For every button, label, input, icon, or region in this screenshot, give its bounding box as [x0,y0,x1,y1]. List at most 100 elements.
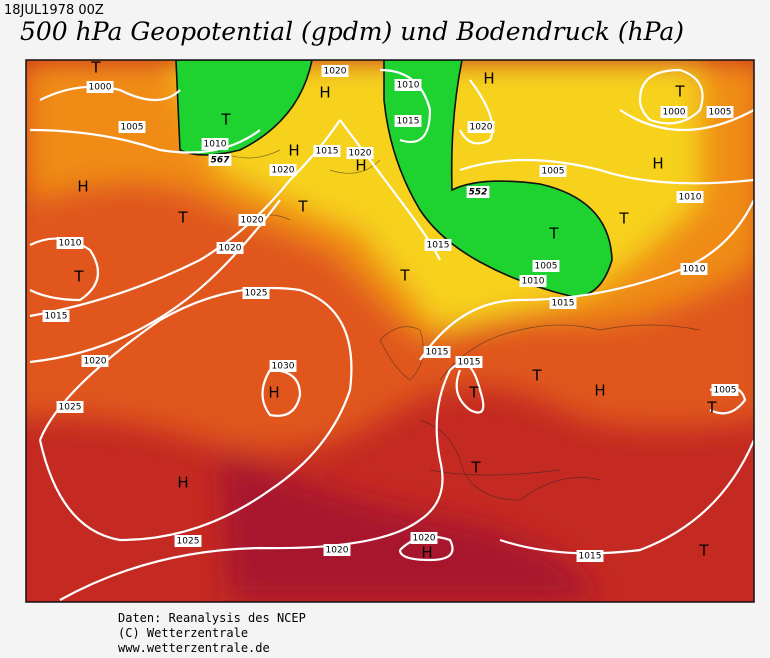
pressure-center: T [548,225,559,243]
label-box [242,287,270,299]
label-box [269,164,297,176]
geopotential-label: 567 [211,156,231,166]
pressure-center: H [355,157,366,175]
isobar-label: 1010 [679,193,702,203]
label-box [238,214,266,226]
pressure-center: T [90,59,101,77]
label-box [660,106,688,118]
label-box [216,242,244,254]
pressure-center: H [652,155,663,173]
label-box [56,401,84,413]
isobar-label: 1025 [245,289,268,299]
title: 500 hPa Geopotential (gpdm) und Bodendru… [20,17,684,46]
isobar-label: 1030 [272,362,295,372]
field-crimson [220,450,600,600]
isobar-label: 1020 [84,357,107,367]
label-box [42,310,70,322]
isobar-label: 1020 [219,244,242,254]
isobar-label: 1015 [316,147,339,157]
isobars [29,68,754,601]
label-box [321,65,349,77]
isobar-label: 1025 [59,403,82,413]
label-box [174,535,202,547]
label-box [423,346,451,358]
label-box [455,356,483,368]
pressure-center: T [470,459,481,477]
pressure-center: T [468,384,479,402]
label-box [323,544,351,556]
map-area [26,60,754,602]
footer-line: Daten: Reanalysis des NCEP [118,611,306,625]
pressure-center: T [73,268,84,286]
label-box [410,532,438,544]
pressure-center: T [618,210,629,228]
pressure-center: T [531,367,542,385]
label-box [424,239,452,251]
label-box [346,147,374,159]
label-box [313,145,341,157]
pressure-center: T [297,198,308,216]
isobar-label: 1020 [326,546,349,556]
geopotential-label: 552 [469,188,488,198]
isobar-label: 1020 [241,216,264,226]
pressure-center: T [674,83,685,101]
isobar-label: 1000 [663,108,686,118]
label-box [394,79,422,91]
isobar-label: 1000 [89,83,112,93]
isobar-label: 1005 [709,108,732,118]
isobar-label: 1010 [59,239,82,249]
pressure-center: T [706,399,717,417]
isobar-label: 1010 [204,140,227,150]
label-box [201,138,229,150]
label-box [56,237,84,249]
isobar-label: 1015 [427,241,450,251]
label-box [539,165,567,177]
pressure-center: H [483,70,494,88]
label-box [466,186,490,198]
label-box [711,384,739,396]
isobar-label: 1015 [458,358,481,368]
pressure-center: H [319,84,330,102]
label-box [549,297,577,309]
isobar-label: 1015 [426,348,449,358]
footer-line: (C) Wetterzentrale [118,626,248,640]
map-frame [25,59,755,603]
pressure-center: T [399,267,410,285]
isobar-label: 1020 [470,123,493,133]
label-box [680,263,708,275]
field-green [175,60,313,156]
isobar-label: 1005 [542,167,565,177]
footer-line: www.wetterzentrale.de [118,641,270,655]
isobar-label: 1020 [349,149,372,159]
isobar-label: 1025 [177,537,200,547]
isobar-label: 1005 [535,262,558,272]
label-box [394,115,422,127]
isobar-label: 1015 [579,552,602,562]
pressure-center: T [177,209,188,227]
label-box [519,275,547,287]
label-box [81,355,109,367]
isobar-label: 1005 [121,123,144,133]
pressure-center: H [594,382,605,400]
pressure-center: H [268,384,279,402]
isobar-label: 1005 [714,386,737,396]
label-box [532,260,560,272]
label-box [208,154,232,166]
pressure-center: T [220,111,231,129]
isobar-label: 1020 [272,166,295,176]
isobar-label: 1010 [397,81,420,91]
label-box [467,121,495,133]
isobar-label: 1020 [324,67,347,77]
footer: Daten: Reanalysis des NCEP (C) Wetterzen… [118,611,306,655]
date-label: 18JUL1978 00Z [4,3,104,18]
label-box [576,550,604,562]
pressure-center: H [421,544,432,562]
pressure-center: H [77,178,88,196]
label-box [118,121,146,133]
label-box [86,81,114,93]
isobar-label: 1015 [45,312,68,322]
isobar-label: 1010 [522,277,545,287]
pressure-center: H [288,142,299,160]
pressure-center: H [177,474,188,492]
